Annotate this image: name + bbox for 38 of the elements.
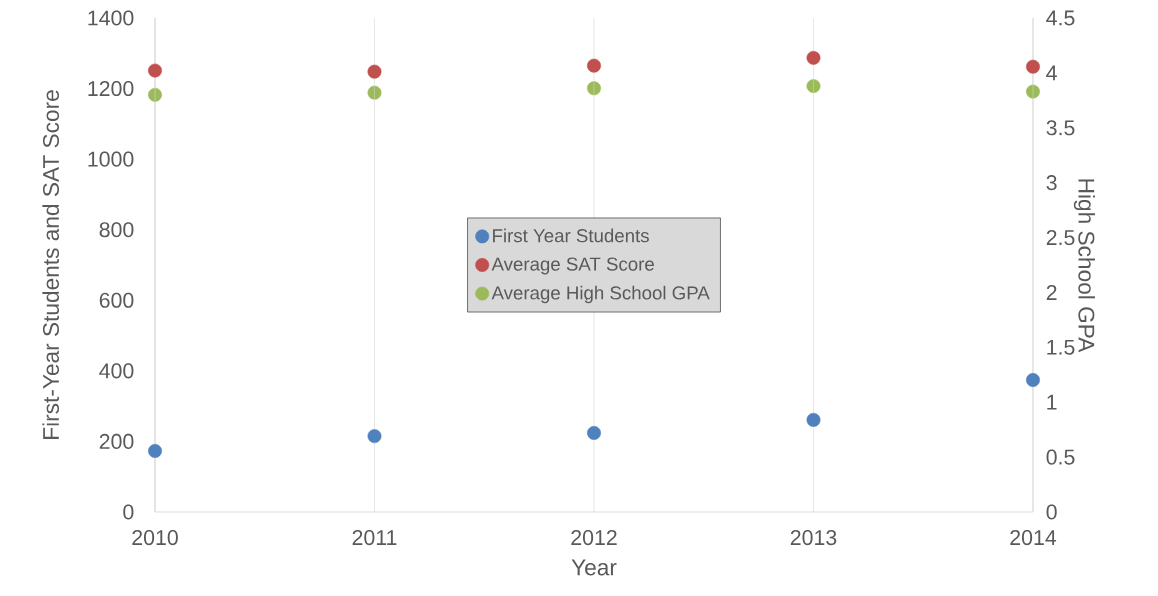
point (587, 426, 601, 440)
y2-tick-label: 4.5 (1046, 10, 1075, 26)
y2-tick-label: 0 (1046, 504, 1057, 520)
point (806, 412, 821, 427)
y-tick-label: 1400 (88, 10, 134, 26)
y2-tick-label: 1.5 (1047, 339, 1075, 355)
point (367, 64, 382, 79)
y-tick-label: 800 (99, 222, 134, 238)
legend-label: First Year Students (493, 228, 649, 243)
x-axis-title: Year (571, 559, 617, 576)
x-tick-label: 2010 (132, 530, 178, 546)
y-tick-label: 0 (123, 504, 134, 520)
legend-label: Average SAT Score (491, 257, 654, 275)
y-axis-title: First-Year Students and SAT Score (42, 90, 60, 439)
y2-tick-label: 4 (1046, 65, 1057, 81)
x-tick-label: 2011 (352, 530, 397, 546)
y-tick-label: 400 (99, 363, 134, 379)
point (367, 429, 382, 444)
point (806, 50, 821, 65)
point (148, 444, 162, 458)
y2-tick-label: 2 (1046, 285, 1057, 300)
point (587, 58, 601, 73)
y2-tick-label: 3 (1046, 175, 1057, 191)
point (1026, 373, 1040, 387)
y2-tick-label: 0.5 (1046, 449, 1075, 465)
y2-tick-label: 1 (1047, 394, 1057, 410)
x-tick-label: 2013 (790, 530, 837, 546)
y-tick-label: 1200 (88, 81, 134, 97)
y2-tick-label: 3.5 (1046, 120, 1075, 136)
point (1026, 59, 1040, 74)
y-tick-label: 1000 (88, 151, 134, 167)
legend-label: Average High School GPA (491, 285, 710, 304)
point (148, 63, 162, 78)
x-tick-label: 2014 (1010, 530, 1057, 546)
y-tick-label: 600 (99, 292, 134, 308)
y2-tick-label: 2.5 (1046, 230, 1075, 246)
x-tick-label: 2012 (571, 530, 617, 546)
y-tick-label: 200 (99, 433, 134, 449)
